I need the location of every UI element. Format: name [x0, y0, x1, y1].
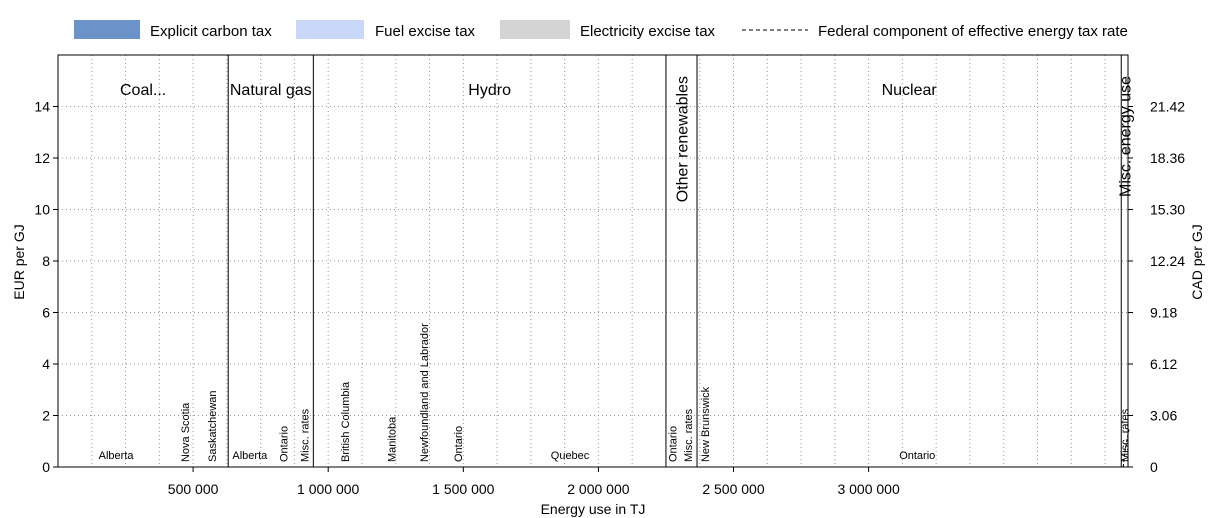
x-tick-label: 3 000 000 — [837, 481, 899, 497]
federal-dash-marker — [1122, 428, 1130, 468]
y-tick-label-left: 10 — [34, 202, 50, 218]
group-separators — [227, 55, 1122, 467]
x-tick-label: 1 000 000 — [297, 481, 359, 497]
x-tick-label: 500 000 — [168, 481, 219, 497]
legend-label: Electricity excise tax — [580, 23, 716, 40]
y-tick-label-left: 4 — [42, 356, 50, 372]
y-tick-label-left: 0 — [42, 459, 50, 475]
y-axis-left: 0 2 4 6 8 10 12 14 — [34, 99, 58, 475]
legend-swatch — [500, 20, 570, 39]
x-axis: 500 000 1 000 000 1 500 000 2 000 000 2 500 … — [168, 467, 900, 497]
y-tick-label-left: 8 — [42, 253, 50, 269]
x-tick-label: 2 000 000 — [567, 481, 629, 497]
region-labels: Alberta Nova Scotia Saskatchewan Alberta Ont… — [99, 323, 1132, 462]
region-label: Ontario — [668, 426, 680, 462]
y-tick-label-right: 9.18 — [1150, 305, 1177, 321]
region-label: Ontario — [279, 426, 291, 462]
group-label: Other renewables — [674, 76, 691, 202]
y-tick-label-left: 2 — [42, 408, 50, 424]
region-label: Manitoba — [387, 416, 399, 462]
legend-swatch — [74, 20, 140, 39]
y-tick-label-right: 12.24 — [1150, 253, 1185, 269]
y-tick-label-right: 6.12 — [1150, 356, 1177, 372]
region-label: Quebec — [551, 450, 590, 462]
group-labels: Coal... Natural gas Hydro Other renewables N… — [120, 76, 1135, 202]
y-tick-label-right: 0 — [1150, 459, 1158, 475]
group-label: Coal... — [120, 82, 166, 99]
y-tick-label-right: 18.36 — [1150, 150, 1185, 166]
group-label: Nuclear — [882, 82, 938, 99]
legend: Explicit carbon tax Fuel excise tax Electr… — [74, 20, 1128, 40]
region-label: New Brunswick — [700, 386, 712, 462]
legend-label: Explicit carbon tax — [150, 23, 272, 40]
y-tick-label-left: 6 — [42, 305, 50, 321]
region-label: Misc. rates — [300, 408, 312, 462]
region-label: Nova Scotia — [180, 402, 192, 462]
y-axis-right: 0 3.06 6.12 9.18 12.24 15.30 18.36 21.42 — [1128, 99, 1185, 475]
y-tick-label-right: 15.30 — [1150, 202, 1185, 218]
y-axis-title-right: CAD per GJ — [1189, 224, 1205, 299]
x-axis-title: Energy use in TJ — [541, 501, 646, 517]
region-label: Misc. rates — [683, 408, 695, 462]
group-label: Natural gas — [230, 82, 312, 99]
region-label: Ontario — [453, 426, 465, 462]
region-label: Newfoundland and Labrador — [419, 323, 431, 462]
y-tick-label-right: 21.42 — [1150, 99, 1185, 115]
region-label: Alberta — [99, 450, 135, 462]
region-label: Misc. rates — [1120, 408, 1132, 462]
x-tick-label: 1 500 000 — [432, 481, 494, 497]
y-tick-label-left: 14 — [34, 99, 50, 115]
legend-swatch — [296, 20, 364, 39]
region-label: Saskatchewan — [207, 390, 219, 462]
group-label: Misc. energy use — [1118, 76, 1135, 197]
x-tick-label: 2 500 000 — [702, 481, 764, 497]
group-label: Hydro — [468, 82, 511, 99]
y-tick-label-right: 3.06 — [1150, 408, 1177, 424]
region-label: Ontario — [899, 450, 935, 462]
legend-label: Fuel excise tax — [375, 23, 476, 40]
region-label: Alberta — [232, 450, 268, 462]
y-axis-title-left: EUR per GJ — [11, 224, 27, 299]
region-label: British Columbia — [340, 381, 352, 462]
y-tick-label-left: 12 — [34, 150, 50, 166]
legend-label: Federal component of effective energy ta… — [818, 23, 1128, 40]
